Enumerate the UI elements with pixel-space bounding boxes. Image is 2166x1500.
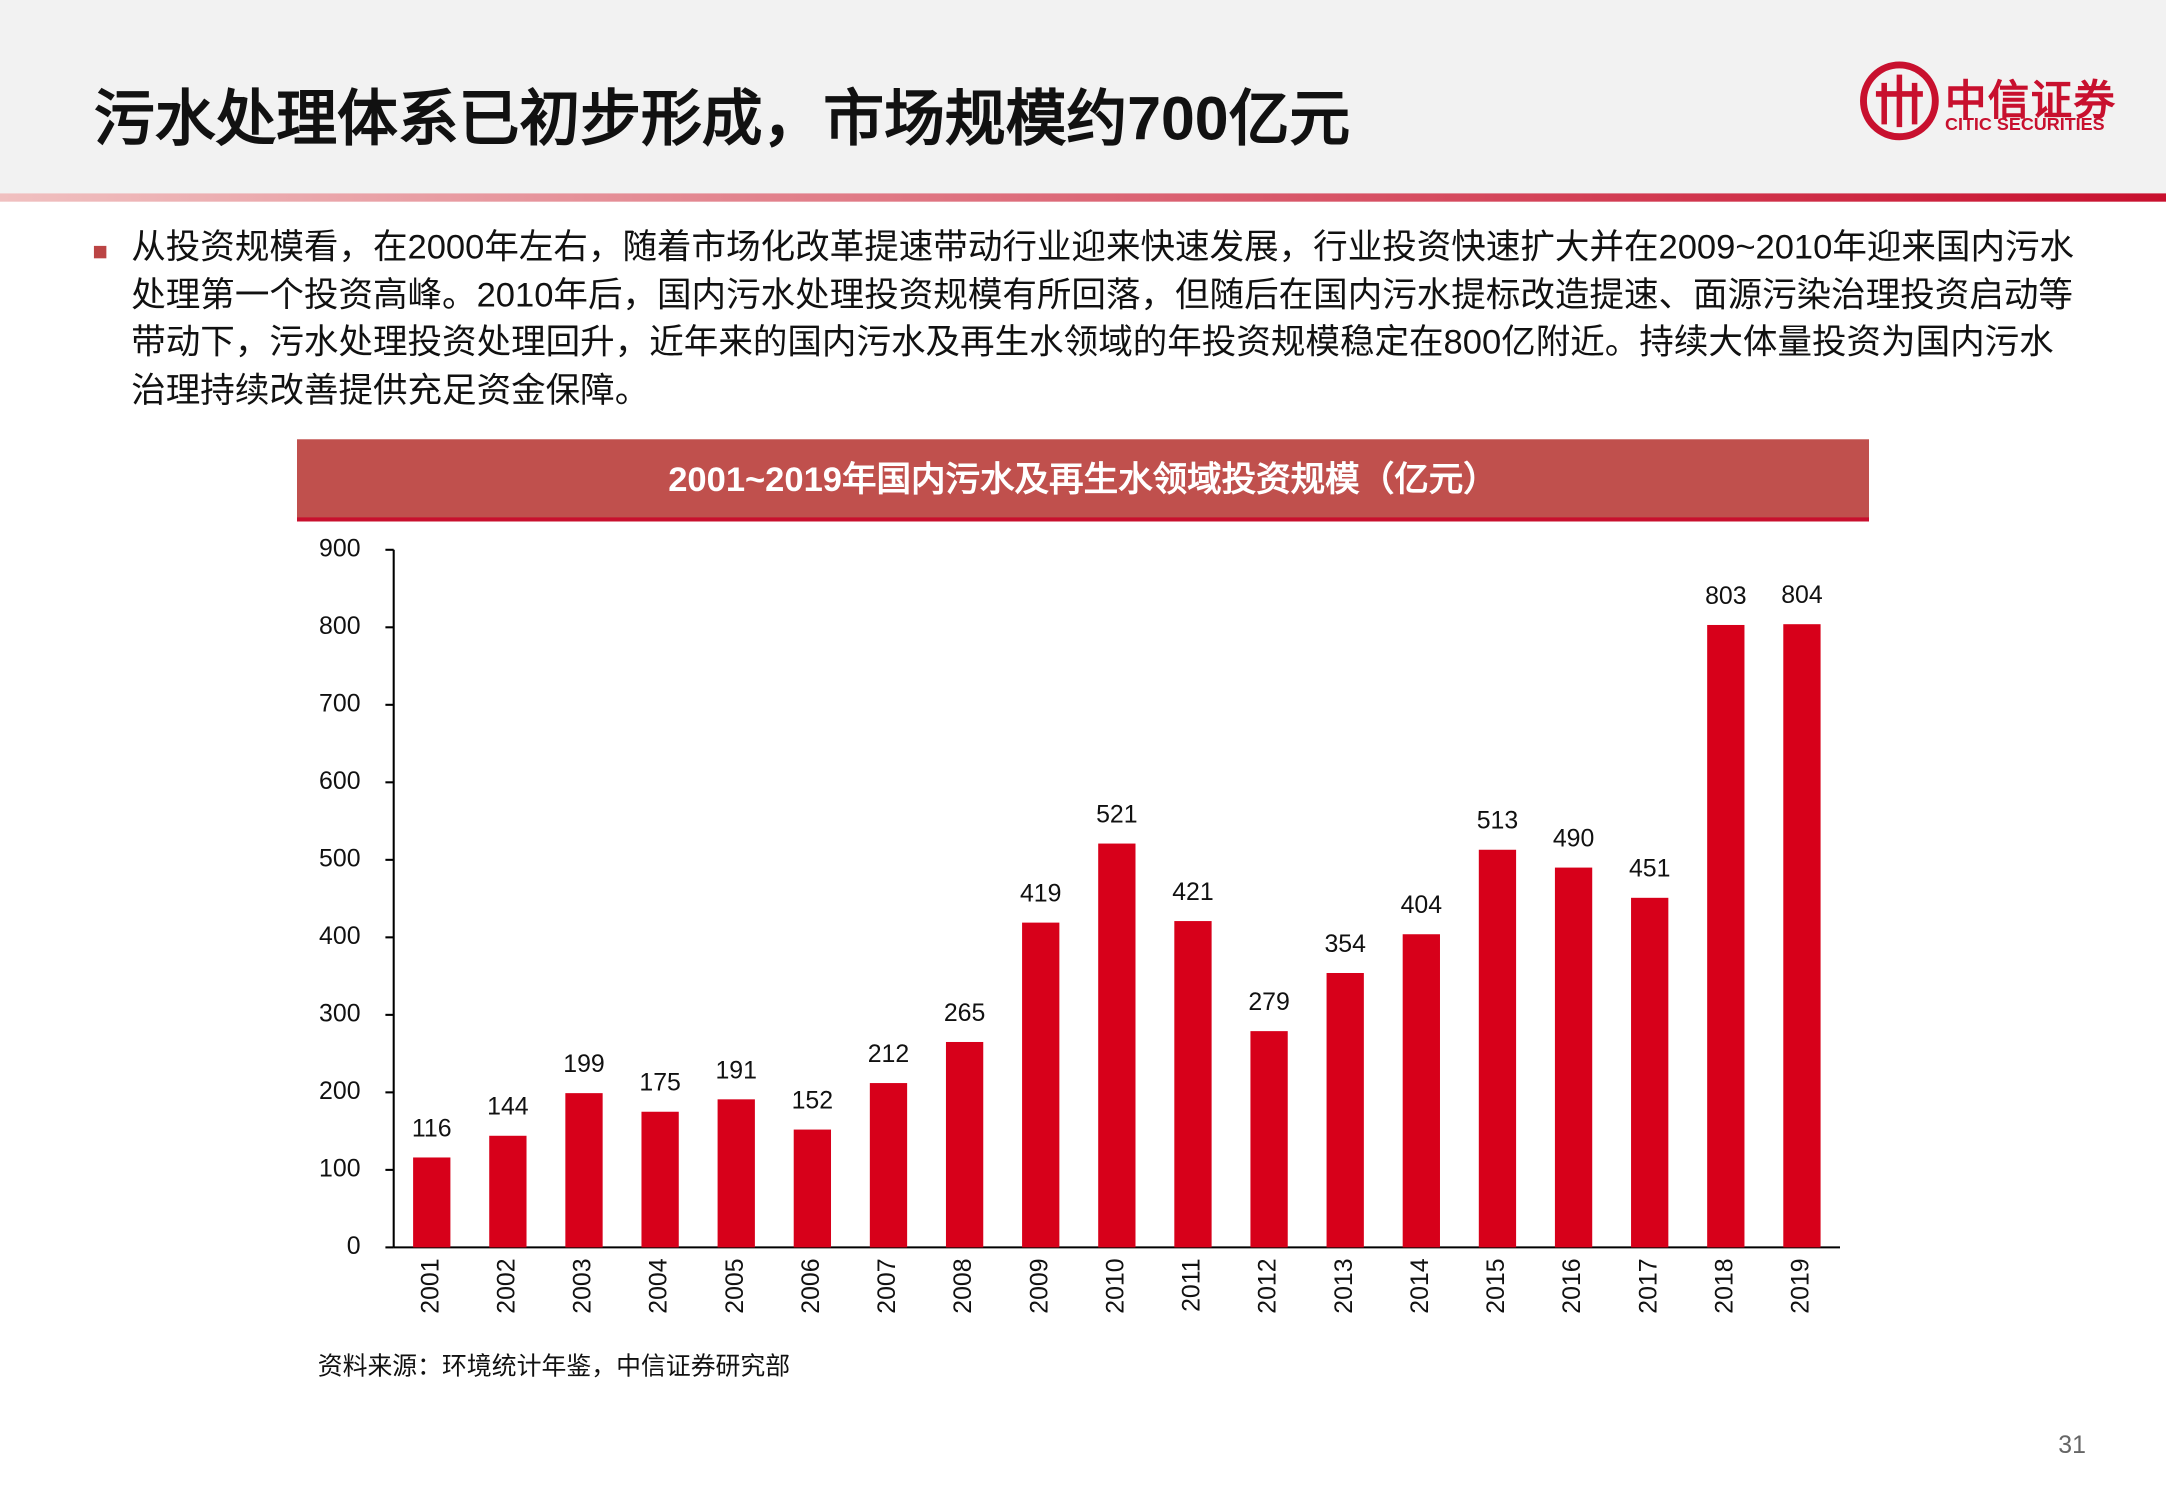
bar (717, 1099, 755, 1248)
bar (641, 1111, 679, 1248)
x-tick-label: 2010 (1101, 1258, 1129, 1313)
data-label: 144 (487, 1093, 529, 1121)
data-label: 421 (1172, 878, 1213, 906)
x-tick-label: 2012 (1254, 1258, 1282, 1313)
bar (793, 1129, 832, 1248)
logo-emblem (1860, 61, 1939, 141)
data-label: 265 (944, 999, 985, 1027)
x-tick-label: 2003 (569, 1258, 597, 1313)
y-tick-label: 700 (319, 689, 360, 717)
data-label: 354 (1324, 930, 1366, 958)
data-label: 175 (639, 1069, 680, 1097)
data-label: 804 (1781, 581, 1823, 609)
x-tick-label: 2009 (1025, 1258, 1053, 1313)
bar (1174, 921, 1212, 1248)
x-tick-label: 2001 (416, 1258, 444, 1313)
bar (1098, 843, 1136, 1248)
data-label: 451 (1629, 855, 1670, 883)
data-label: 419 (1020, 880, 1061, 908)
data-label: 803 (1705, 582, 1746, 610)
x-tick-label: 2008 (949, 1258, 977, 1313)
y-tick-label: 600 (319, 767, 360, 795)
chart-title-bar (296, 439, 1870, 519)
data-label: 116 (412, 1114, 452, 1142)
y-tick-label: 100 (319, 1154, 360, 1182)
x-tick-label: 2015 (1482, 1258, 1510, 1313)
bar (1631, 897, 1669, 1248)
data-label: 404 (1401, 891, 1443, 919)
bullet-marker (93, 245, 107, 259)
x-tick-label: 2018 (1710, 1258, 1738, 1313)
header (0, 0, 2166, 194)
bar (565, 1093, 603, 1248)
bullet-text: 从投资规模看，在2000年左右，随着市场化改革提速带动行业迎来快速发展，行业投资… (131, 227, 2075, 410)
chart-title: 2001~2019年国内污水及再生水领域投资规模（亿元） (668, 460, 1498, 499)
x-tick-label: 2002 (492, 1258, 520, 1313)
y-tick-label: 300 (319, 999, 360, 1027)
x-tick-label: 2004 (645, 1258, 673, 1313)
data-label: 152 (792, 1087, 833, 1115)
data-label: 212 (868, 1040, 909, 1068)
x-tick-label: 2007 (873, 1258, 901, 1313)
page-number: 31 (2058, 1431, 2086, 1459)
data-label: 521 (1096, 800, 1137, 828)
y-tick-label: 400 (319, 922, 360, 950)
logo-name-en: CITIC SECURITIES (1944, 113, 2105, 134)
data-label: 191 (715, 1056, 756, 1084)
bar (1022, 922, 1060, 1248)
x-tick-label: 2016 (1558, 1258, 1586, 1313)
bar (1478, 849, 1517, 1248)
data-label: 279 (1248, 988, 1289, 1016)
y-tick-label: 900 (319, 534, 360, 562)
bar (1707, 624, 1745, 1248)
page-title: 污水处理体系已初步形成，市场规模约700亿元 (93, 85, 1351, 154)
bar (1250, 1031, 1288, 1248)
x-tick-label: 2006 (797, 1258, 825, 1313)
bar (1554, 867, 1593, 1248)
x-tick-label: 2017 (1634, 1258, 1662, 1313)
bar (1402, 934, 1440, 1248)
y-tick-label: 500 (319, 844, 360, 872)
x-tick-label: 2011 (1178, 1258, 1206, 1311)
x-tick-label: 2014 (1406, 1258, 1434, 1313)
y-tick-label: 0 (347, 1232, 361, 1260)
bar (413, 1157, 451, 1248)
x-tick-label: 2005 (721, 1258, 749, 1313)
x-tick-label: 2013 (1330, 1258, 1358, 1313)
bar (869, 1083, 908, 1248)
header-rule (0, 193, 2166, 202)
bar (489, 1135, 527, 1248)
data-label: 513 (1477, 807, 1518, 835)
bar (1783, 624, 1821, 1248)
y-tick-label: 200 (319, 1077, 360, 1105)
y-tick-label: 800 (319, 612, 360, 640)
bar (1326, 972, 1364, 1248)
data-label: 490 (1553, 825, 1594, 853)
bar (945, 1041, 984, 1248)
data-label: 199 (563, 1050, 604, 1078)
x-tick-label: 2019 (1787, 1258, 1815, 1313)
source-note: 资料来源：环境统计年鉴，中信证券研究部 (317, 1352, 791, 1380)
logo-name: 中信证券 (1944, 78, 2117, 125)
